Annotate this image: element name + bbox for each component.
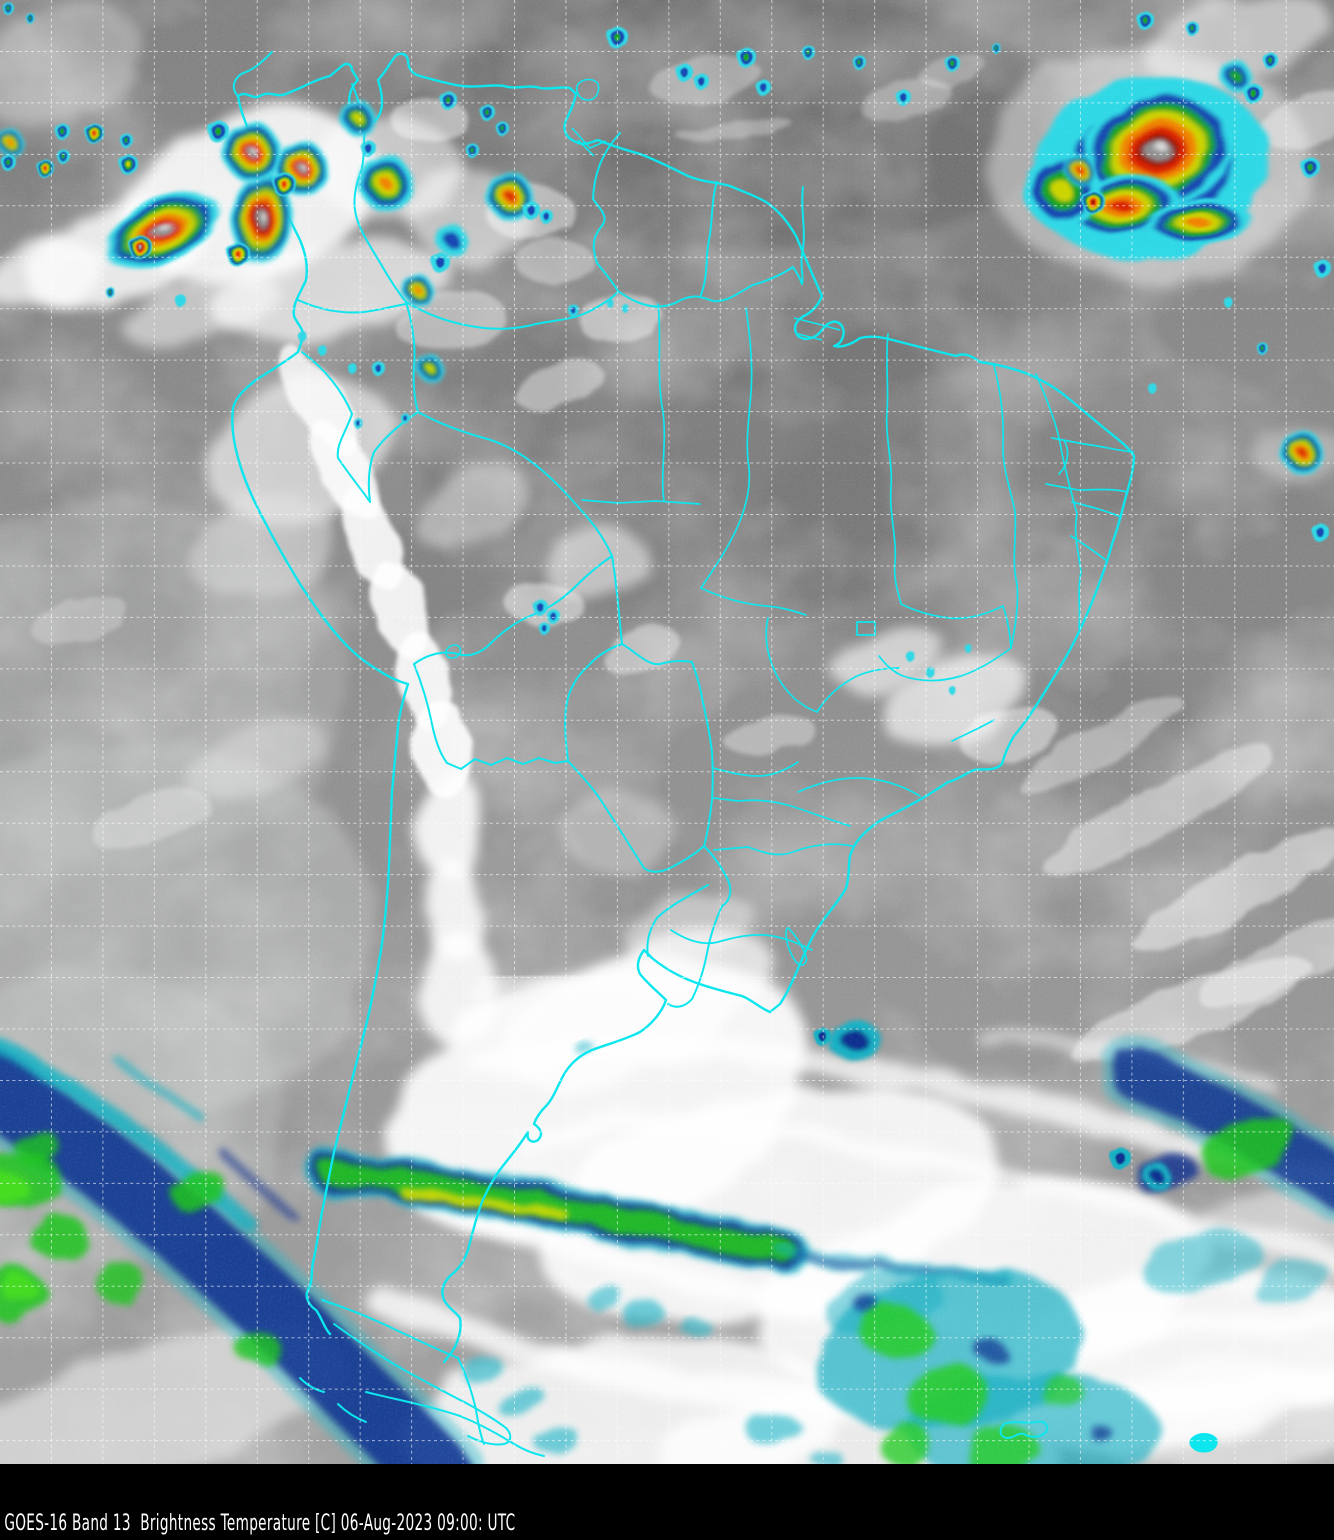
film-grain-layer xyxy=(0,0,1334,1464)
caption-bar: GOES-16 Band 13 Brightness Temperature [… xyxy=(0,1464,1334,1540)
satellite-image xyxy=(0,0,1334,1464)
caption-text: GOES-16 Band 13 Brightness Temperature [… xyxy=(4,1511,516,1536)
latlon-grid xyxy=(0,0,1334,1464)
